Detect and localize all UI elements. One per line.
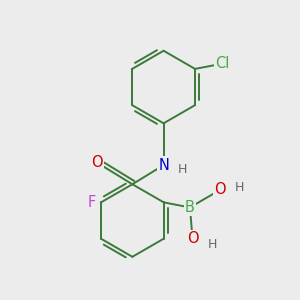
Text: H: H [234, 181, 244, 194]
Text: H: H [178, 163, 187, 176]
Text: F: F [88, 195, 96, 210]
Text: O: O [91, 155, 103, 170]
Text: N: N [158, 158, 169, 172]
Text: O: O [214, 182, 226, 197]
Text: B: B [185, 200, 195, 215]
Text: Cl: Cl [215, 56, 230, 71]
Text: H: H [208, 238, 217, 251]
Text: O: O [187, 231, 198, 246]
